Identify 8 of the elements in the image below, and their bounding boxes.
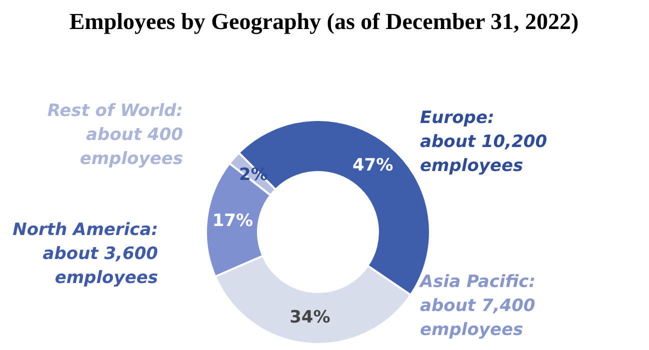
chart-title: Employees by Geography (as of December 31, 2022)	[69, 9, 579, 35]
data-label: 34%	[290, 308, 330, 328]
slice-label: Europe: about 10,200 employees	[420, 108, 548, 176]
slice-label: North America: about 3,600 employees	[12, 220, 158, 288]
slice-label: Rest of World: about 400 employees	[47, 101, 184, 169]
data-label: 17%	[212, 211, 254, 232]
slice-label: Asia Pacific: about 7,400 employees	[418, 272, 536, 340]
data-label: 47%	[352, 156, 394, 176]
